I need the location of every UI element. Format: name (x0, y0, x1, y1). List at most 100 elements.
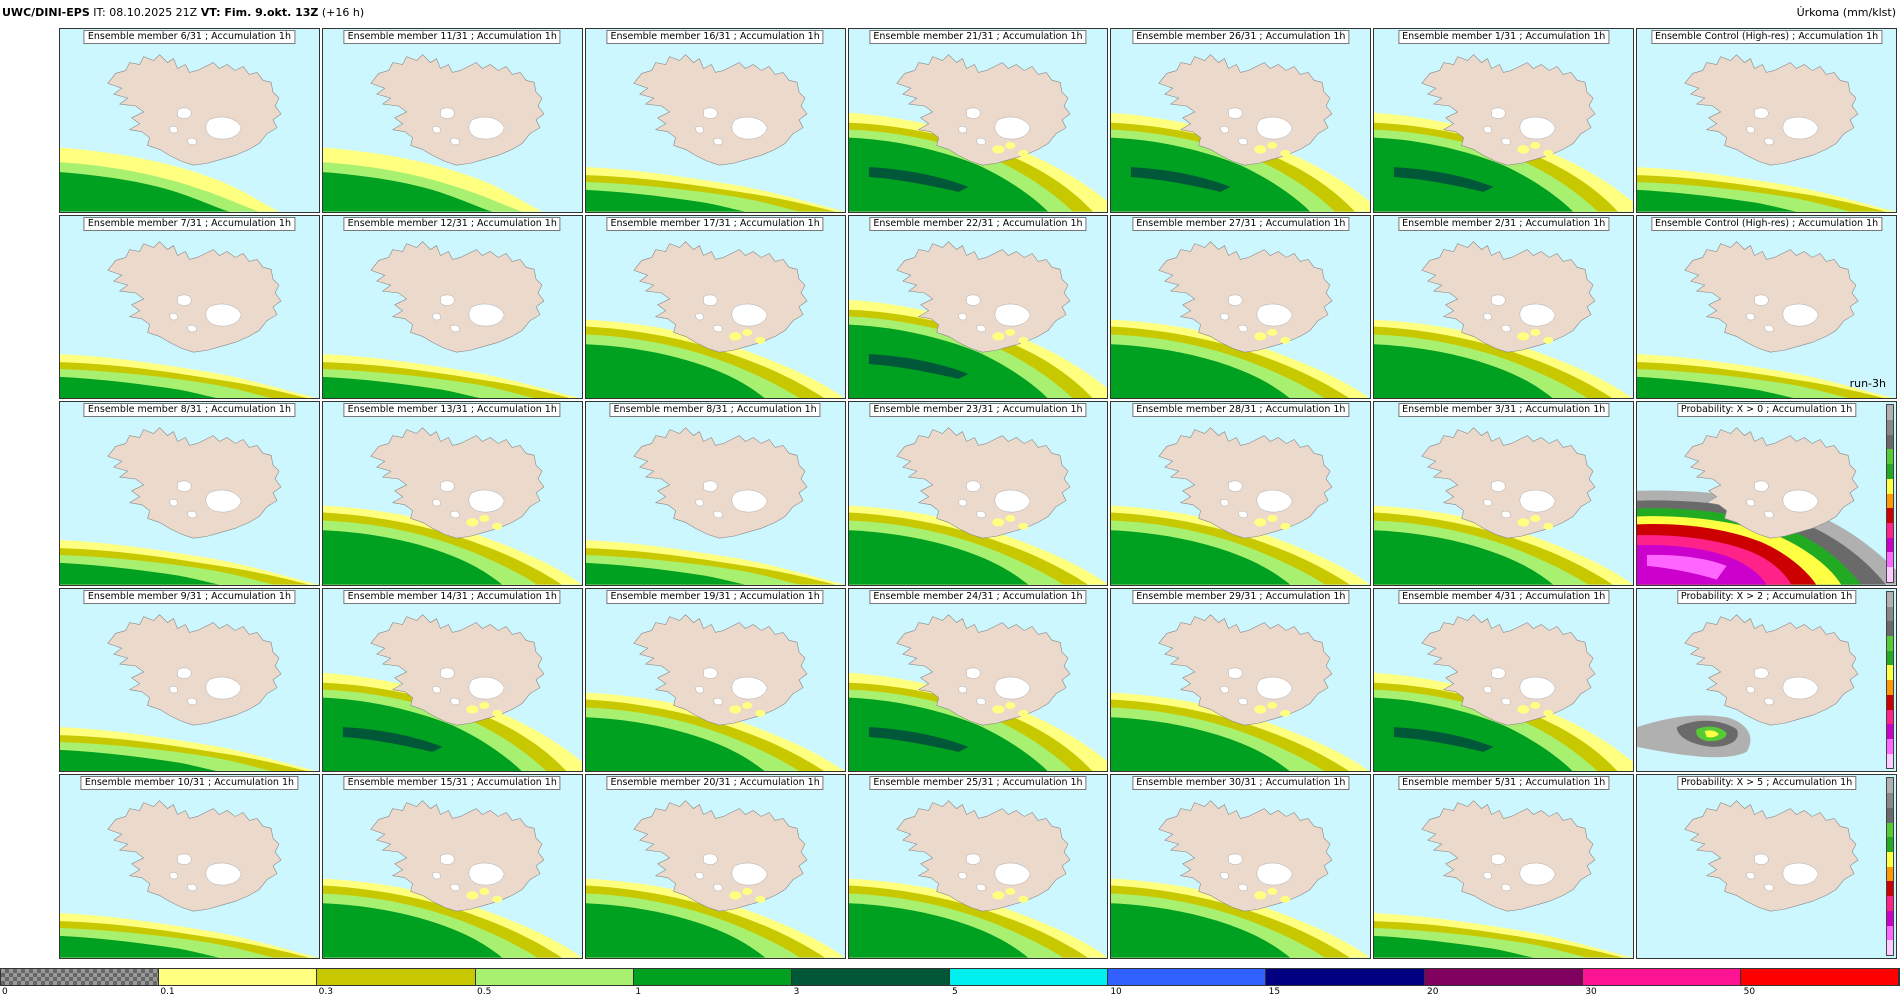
panel-title: Ensemble member 8/31 ; Accumulation 1h (609, 403, 821, 418)
precip-cell (754, 896, 765, 904)
glacier-area (169, 685, 178, 693)
precip-cell (1254, 145, 1267, 154)
ensemble-member-panel: Ensemble member 5/31 ; Accumulation 1h (1373, 774, 1635, 959)
glacier-area (177, 854, 192, 866)
glacier-area (695, 872, 704, 880)
panel-title: Ensemble member 17/31 ; Accumulation 1h (606, 216, 824, 231)
glacier-area (432, 685, 441, 693)
precip-contour (585, 563, 745, 585)
legend-swatch (1886, 925, 1893, 941)
iceland-map (848, 775, 1108, 958)
glacier-area (957, 312, 967, 320)
glacier-area (1519, 676, 1556, 700)
panel-title: Ensemble member 19/31 ; Accumulation 1h (606, 589, 824, 604)
iceland-map (848, 215, 1108, 399)
precip-contour (60, 749, 220, 772)
panel-title: Ensemble member 28/31 ; Accumulation 1h (1132, 403, 1350, 418)
panel-title: Probability: X > 2 ; Accumulation 1h (1676, 589, 1857, 604)
precip-contour (60, 376, 220, 399)
panel-title: Probability: X > 0 ; Accumulation 1h (1676, 403, 1857, 418)
iceland-map (60, 402, 319, 585)
glacier-area (1519, 116, 1556, 140)
glacier-area (1228, 294, 1244, 306)
probability-panel: Probability: X > 0 ; Accumulation 1h (1636, 401, 1897, 586)
legend-swatch (1886, 807, 1893, 823)
ensemble-member-panel: Ensemble member 7/31 ; Accumulation 1h (59, 214, 320, 400)
legend-swatch (1886, 552, 1893, 568)
precip-contour (848, 697, 1048, 772)
legend-swatch (1886, 778, 1893, 794)
colorbar-swatch (159, 969, 318, 985)
colorbar-tick-label: 30 (1585, 987, 1597, 997)
precip-cell (1254, 705, 1267, 714)
panel-title: Ensemble member 5/31 ; Accumulation 1h (1398, 776, 1610, 791)
legend-swatch (1886, 635, 1893, 651)
probability-legend (1885, 404, 1894, 583)
precip-contour (585, 343, 765, 399)
iceland-map (1111, 402, 1371, 585)
panel-title: Probability: X > 5 ; Accumulation 1h (1676, 776, 1857, 791)
glacier-area (1782, 303, 1819, 326)
ensemble-member-panel: Ensemble member 15/31 ; Accumulation 1h (321, 774, 583, 959)
glacier-area (1228, 480, 1244, 492)
ensemble-member-panel: Ensemble member 22/31 ; Accumulation 1h (847, 214, 1109, 400)
colorbar-swatch (950, 969, 1109, 985)
iceland-map (322, 215, 582, 399)
colorbar-labels: 0 0.1 0.3 0.5 1 3 5 10 15 20 30 50 (0, 987, 1900, 999)
legend-swatch (1886, 567, 1893, 582)
iceland-map (1374, 215, 1634, 399)
ensemble-member-panel: Ensemble member 11/31 ; Accumulation 1h (321, 28, 583, 213)
colorbar-tick-label: 50 (1743, 987, 1756, 997)
panel-title: Ensemble member 20/31 ; Accumulation 1h (606, 776, 824, 791)
iceland-map (585, 215, 845, 399)
precip-cell (754, 709, 765, 717)
glacier-area (1238, 884, 1249, 892)
panel-title: Ensemble member 24/31 ; Accumulation 1h (869, 589, 1087, 604)
glacier-area (731, 490, 768, 513)
precip-cell (991, 891, 1004, 900)
precip-contour (60, 563, 220, 585)
iceland-map (1374, 775, 1634, 958)
glacier-area (1491, 107, 1506, 119)
ensemble-member-panel: Ensemble member 10/31 ; Accumulation 1h (59, 774, 320, 959)
ensemble-member-panel: Ensemble member 23/31 ; Accumulation 1h (847, 401, 1109, 586)
glacier-area (1754, 294, 1769, 306)
panel-title: Ensemble member 23/31 ; Accumulation 1h (869, 403, 1087, 418)
iceland-map (848, 402, 1108, 585)
glacier-area (450, 137, 460, 146)
panel-title: Ensemble member 1/31 ; Accumulation 1h (1398, 30, 1610, 44)
precip-cell (1517, 518, 1530, 527)
glacier-area (1764, 511, 1774, 519)
glacier-area (177, 107, 192, 119)
precip-contour (1374, 137, 1574, 212)
glacier-area (1228, 854, 1244, 866)
precip-cell (1517, 145, 1530, 154)
variable-label: Úrkoma (mm/klst) (1796, 6, 1896, 19)
glacier-area (1228, 107, 1244, 119)
precip-cell (479, 888, 490, 896)
glacier-area (695, 312, 704, 320)
precip-cell (1254, 891, 1267, 900)
iceland-landmass (632, 614, 808, 726)
glacier-area (177, 480, 192, 492)
glacier-area (1228, 667, 1244, 679)
precip-contour (848, 137, 1048, 212)
precip-contour (1111, 717, 1291, 772)
precip-contour (60, 936, 220, 958)
precip-cell (492, 709, 503, 717)
glacier-area (965, 294, 981, 306)
precip-cell (1543, 336, 1554, 344)
glacier-area (187, 137, 197, 146)
legend-swatch (1886, 837, 1893, 852)
glacier-area (1491, 480, 1506, 492)
probability-panel: Probability: X > 5 ; Accumulation 1h (1636, 774, 1897, 959)
precip-cell (1017, 709, 1028, 717)
colorbar-tick-label: 10 (1110, 987, 1122, 997)
glacier-area (440, 107, 455, 119)
glacier-area (1782, 116, 1819, 140)
iceland-map (1374, 402, 1634, 585)
panel-title: Ensemble member 16/31 ; Accumulation 1h (606, 30, 824, 44)
panel-title: Ensemble member 26/31 ; Accumulation 1h (1132, 30, 1350, 44)
precip-cell (492, 523, 503, 531)
